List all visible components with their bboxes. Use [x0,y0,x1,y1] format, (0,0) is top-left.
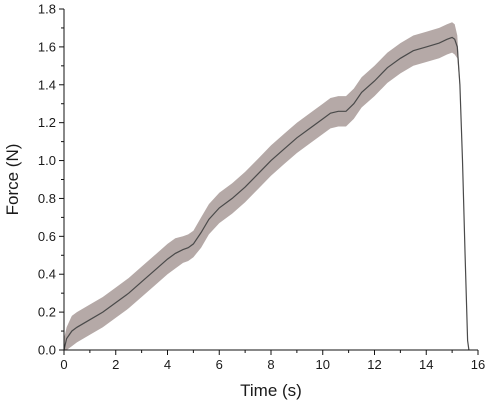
y-tick-label: 0.0 [38,343,56,358]
x-tick-label: 2 [112,357,119,372]
x-tick-label: 10 [316,357,330,372]
y-tick-label: 1.8 [38,2,56,17]
y-tick-label: 0.4 [38,267,56,282]
y-axis-title: Force (N) [3,144,22,216]
y-tick-label: 0.8 [38,191,56,206]
x-axis-title: Time (s) [240,381,302,400]
x-tick-label: 14 [419,357,433,372]
y-tick-label: 1.2 [38,115,56,130]
x-tick-label: 0 [60,357,67,372]
plot-area [63,22,470,351]
x-tick-label: 6 [216,357,223,372]
y-tick-label: 1.6 [38,39,56,54]
y-ticks: 0.0 0.2 0.4 0.6 0.8 1.0 1.2 1.4 1.6 1.8 [38,2,64,358]
x-ticks: 0 2 4 6 8 10 12 14 16 [60,350,485,372]
x-tick-label: 16 [471,357,485,372]
y-tick-label: 1.0 [38,153,56,168]
std-dev-band [64,22,469,351]
mean-force-line [63,36,470,351]
y-tick-label: 1.4 [38,77,56,92]
y-tick-label: 0.6 [38,229,56,244]
x-tick-label: 8 [267,357,274,372]
x-tick-label: 12 [367,357,381,372]
x-tick-label: 4 [164,357,171,372]
y-tick-label: 0.2 [38,305,56,320]
